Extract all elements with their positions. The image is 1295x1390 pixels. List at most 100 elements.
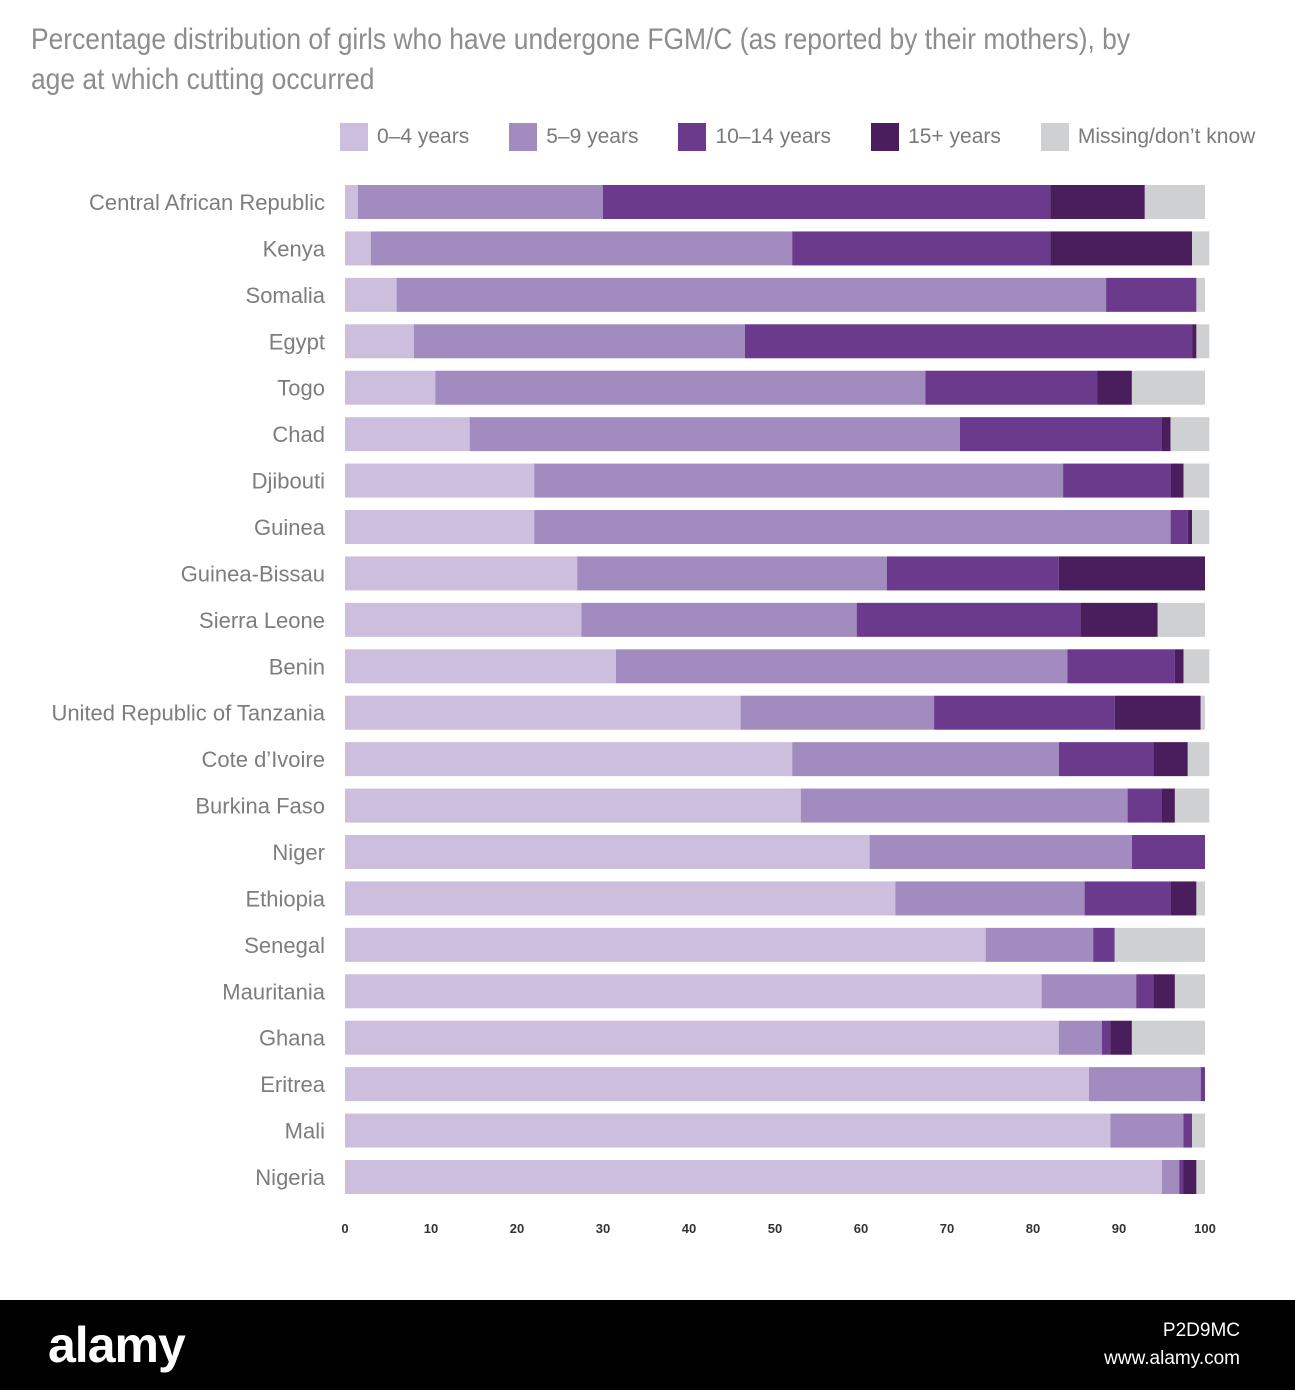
bar-egypt-10-14-years — [744, 324, 1193, 359]
bar-togo-0-4-years — [345, 370, 436, 405]
bar-nigeria-10-14-years — [1179, 1160, 1184, 1194]
bar-egypt-0-4-years — [345, 324, 414, 359]
bar-burkina-faso-missing-don-t-know — [1174, 788, 1210, 823]
legend-item-5-9-years: 5–9 years — [509, 123, 638, 151]
bar-eritrea-10-14-years — [1200, 1067, 1205, 1102]
x-tick-label-60: 60 — [854, 1221, 868, 1236]
bar-central-african-republic-15-years — [1050, 185, 1145, 219]
bar-benin-10-14-years — [1067, 649, 1175, 684]
bar-kenya-15-years — [1050, 231, 1193, 266]
bar-chad-10-14-years — [959, 417, 1162, 452]
bar-guinea-bissau-15-years — [1058, 556, 1205, 591]
bar-sierra-leone-10-14-years — [856, 602, 1081, 637]
bar-somalia-0-4-years — [345, 277, 397, 312]
legend-label-missing: Missing/don’t know — [1077, 125, 1256, 148]
chart-legend: 0–4 years 5–9 years 10–14 years 15+ year… — [340, 122, 1255, 152]
legend-swatch-15-plus-years — [871, 123, 900, 151]
bar-mauritania-missing-don-t-know — [1174, 974, 1205, 1009]
bar-niger-0-4-years — [345, 835, 870, 869]
bar-burkina-faso-0-4-years — [345, 788, 801, 823]
bar-ghana-missing-don-t-know — [1131, 1020, 1205, 1055]
category-label-kenya: Kenya — [263, 236, 326, 261]
x-tick-label-10: 10 — [424, 1221, 438, 1236]
bar-cote-d-ivoire-5-9-years — [792, 742, 1059, 777]
bar-cote-d-ivoire-15-years — [1153, 742, 1188, 777]
bar-mauritania-5-9-years — [1041, 974, 1137, 1009]
bar-togo-5-9-years — [435, 370, 926, 405]
bar-ghana-0-4-years — [345, 1020, 1059, 1055]
legend-label-15-plus-years: 15+ years — [908, 125, 1001, 148]
bar-nigeria-15-years — [1183, 1160, 1197, 1194]
watermark-footer: alamy P2D9MC www.alamy.com — [0, 1300, 1295, 1390]
bar-djibouti-5-9-years — [534, 463, 1064, 498]
bar-djibouti-15-years — [1170, 463, 1184, 498]
bar-somalia-5-9-years — [396, 277, 1107, 312]
bar-sierra-leone-5-9-years — [581, 602, 857, 637]
bar-mauritania-0-4-years — [345, 974, 1042, 1009]
legend-item-15-plus-years: 15+ years — [871, 123, 1001, 151]
category-label-niger: Niger — [272, 840, 325, 865]
category-label-togo: Togo — [277, 376, 325, 401]
bar-guinea-bissau-5-9-years — [577, 556, 887, 591]
bar-chad-0-4-years — [345, 417, 470, 452]
category-label-mali: Mali — [285, 1119, 325, 1144]
bar-nigeria-5-9-years — [1162, 1160, 1180, 1194]
bar-cote-d-ivoire-0-4-years — [345, 742, 793, 777]
bar-djibouti-10-14-years — [1063, 463, 1171, 498]
category-label-somalia: Somalia — [246, 283, 326, 308]
bar-guinea-10-14-years — [1170, 510, 1188, 544]
x-tick-label-20: 20 — [510, 1221, 524, 1236]
bar-burkina-faso-15-years — [1162, 788, 1175, 823]
legend-label-0-4-years: 0–4 years — [377, 125, 470, 148]
legend-swatch-0-4-years — [340, 123, 368, 151]
x-tick-label-100: 100 — [1194, 1221, 1216, 1236]
bar-kenya-5-9-years — [370, 231, 793, 266]
bar-mauritania-15-years — [1153, 974, 1175, 1009]
footer-url: www.alamy.com — [1104, 1348, 1240, 1369]
bar-central-african-republic-10-14-years — [603, 185, 1051, 219]
bar-nigeria-0-4-years — [345, 1160, 1162, 1194]
bar-benin-0-4-years — [345, 649, 616, 684]
category-label-mauritania: Mauritania — [222, 979, 325, 1004]
bar-djibouti-missing-don-t-know — [1183, 463, 1210, 498]
category-label-egypt: Egypt — [269, 329, 325, 354]
category-label-eritrea: Eritrea — [260, 1072, 326, 1097]
category-label-benin: Benin — [269, 654, 325, 679]
bar-senegal-10-14-years — [1093, 927, 1115, 962]
bar-togo-10-14-years — [925, 370, 1098, 405]
bar-central-african-republic-0-4-years — [345, 185, 358, 219]
bar-burkina-faso-5-9-years — [800, 788, 1128, 823]
bar-ghana-5-9-years — [1058, 1020, 1102, 1055]
bar-senegal-5-9-years — [985, 927, 1094, 962]
bar-sierra-leone-15-years — [1080, 602, 1158, 637]
category-label-guinea: Guinea — [254, 515, 326, 540]
bar-sierra-leone-missing-don-t-know — [1157, 602, 1205, 637]
bar-mauritania-10-14-years — [1136, 974, 1154, 1009]
x-tick-label-40: 40 — [682, 1221, 696, 1236]
x-tick-label-70: 70 — [940, 1221, 954, 1236]
bar-somalia-missing-don-t-know — [1196, 277, 1205, 312]
bar-nigeria-missing-don-t-know — [1196, 1160, 1205, 1194]
bar-united-republic-of-tanzania-5-9-years — [740, 695, 935, 730]
category-label-central-african-republic: Central African Republic — [89, 190, 325, 215]
bar-guinea-15-years — [1187, 510, 1193, 544]
chart-title-line-1: Percentage distribution of girls who hav… — [31, 23, 1131, 56]
x-tick-label-80: 80 — [1026, 1221, 1040, 1236]
legend-item-missing: Missing/don’t know — [1040, 123, 1256, 151]
category-label-nigeria: Nigeria — [255, 1165, 325, 1190]
bar-guinea-bissau-10-14-years — [886, 556, 1059, 591]
bar-chad-15-years — [1162, 417, 1171, 452]
legend-item-10-14-years: 10–14 years — [678, 123, 831, 151]
category-label-united-republic-of-tanzania: United Republic of Tanzania — [51, 701, 325, 726]
x-tick-label-0: 0 — [341, 1221, 348, 1236]
category-label-ethiopia: Ethiopia — [245, 886, 325, 911]
image-id: P2D9MC — [1162, 1320, 1240, 1341]
stacked-bar-chart: Central African Republic Kenya Somalia Egyp… — [51, 185, 1216, 1236]
bar-kenya-missing-don-t-know — [1192, 231, 1210, 266]
bar-central-african-republic-5-9-years — [357, 185, 603, 219]
bar-djibouti-0-4-years — [345, 463, 535, 498]
bar-benin-missing-don-t-know — [1183, 649, 1210, 684]
category-label-cote-d-ivoire: Cote d’Ivoire — [201, 747, 325, 772]
category-label-chad: Chad — [272, 422, 325, 447]
bar-guinea-missing-don-t-know — [1192, 510, 1210, 544]
